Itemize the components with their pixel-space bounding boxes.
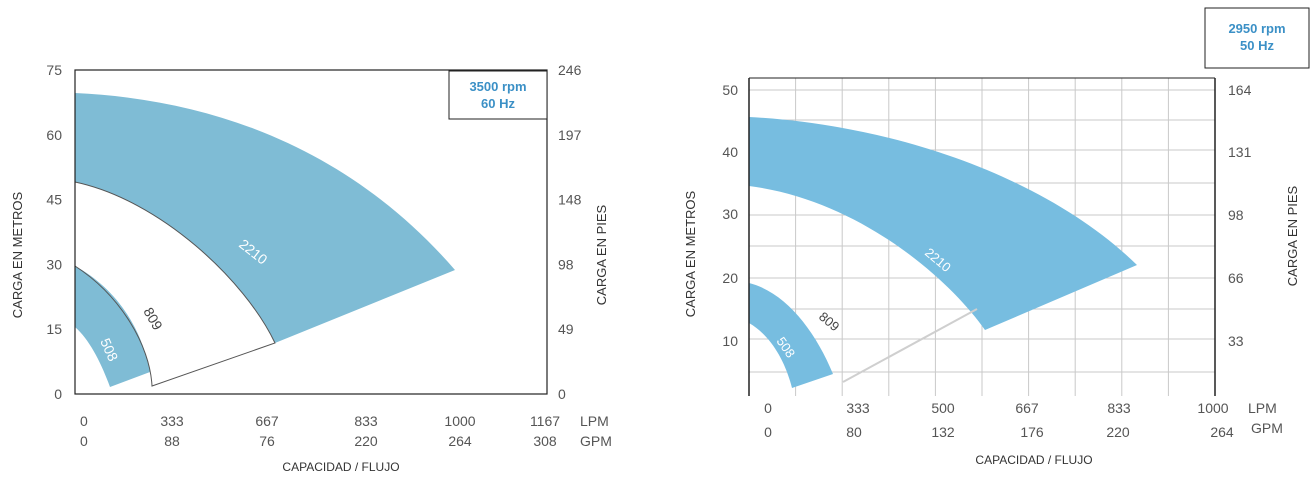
- xlabel: CAPACIDAD / FLUJO: [282, 460, 399, 474]
- curve-809: [842, 308, 978, 383]
- y-tick-label: 20: [722, 270, 738, 286]
- x-ticks-gpm: 0 88 76 220 264 308: [80, 433, 557, 449]
- curve-809: [74, 181, 276, 387]
- x-tick-label: 220: [354, 433, 378, 449]
- badge-rpm: 3500 rpm: [469, 79, 526, 94]
- x-tick-label: 0: [80, 413, 88, 429]
- y-tick-label: 40: [722, 144, 738, 160]
- x-tick-label: 500: [931, 400, 955, 416]
- y-tick-label: 30: [46, 256, 62, 272]
- speed-badge: [448, 70, 548, 120]
- region-508: [75, 266, 150, 387]
- y-tick-label: 98: [558, 256, 574, 272]
- y-tick-label: 0: [54, 386, 62, 402]
- ylabel-left: CARGA EN METROS: [10, 191, 25, 318]
- x-ticks-lpm: 0 333 667 833 1000 1167: [80, 413, 560, 429]
- x-tick-label: 0: [764, 424, 772, 440]
- x-tick-label: 667: [255, 413, 279, 429]
- y-tick-label: 49: [558, 321, 574, 337]
- x-tick-label: 833: [1107, 400, 1131, 416]
- x-tick-label: 0: [764, 400, 772, 416]
- y-tick-label: 33: [1228, 333, 1244, 349]
- region-508: [749, 283, 833, 388]
- y-tick-label: 10: [722, 333, 738, 349]
- x-tick-label: 1000: [1197, 400, 1228, 416]
- x-tick-label: 264: [448, 433, 472, 449]
- xlabel: CAPACIDAD / FLUJO: [975, 453, 1092, 467]
- y-tick-label: 0: [558, 386, 566, 402]
- x-ticks-gpm: 0 80 132 176 220 264: [764, 424, 1234, 440]
- x-unit-lpm: LPM: [1248, 400, 1277, 416]
- x-unit-lpm: LPM: [580, 413, 609, 429]
- y-tick-label: 98: [1228, 207, 1244, 223]
- x-tick-label: 667: [1015, 400, 1039, 416]
- x-tick-label: 264: [1210, 424, 1234, 440]
- x-tick-label: 0: [80, 433, 88, 449]
- x-ticks-lpm: 0 333 500 667 833 1000: [764, 400, 1229, 416]
- y-tick-label: 60: [46, 127, 62, 143]
- x-tick-label: 308: [533, 433, 557, 449]
- x-tick-label: 132: [931, 424, 955, 440]
- plot-frame: [74, 69, 548, 395]
- x-tick-label: 220: [1106, 424, 1130, 440]
- y-tick-label: 246: [558, 62, 582, 78]
- y-tick-label: 30: [722, 206, 738, 222]
- speed-badge: [1204, 7, 1310, 69]
- region-2210: [75, 93, 455, 343]
- chart-3500rpm: 3500 rpm 60 Hz 2210 809 508 01530456075 …: [10, 62, 612, 474]
- ylabel-right: CARGA EN PIES: [594, 204, 609, 305]
- y-tick-label: 164: [1228, 82, 1252, 98]
- y-tick-label: 131: [1228, 144, 1252, 160]
- x-tick-label: 1167: [530, 413, 560, 429]
- y-tick-label: 75: [46, 62, 62, 78]
- y-ticks-right: 0 49 98 148 197 246: [558, 62, 582, 402]
- x-unit-gpm: GPM: [1251, 420, 1283, 436]
- x-tick-label: 333: [160, 413, 184, 429]
- y-ticks-left: 0 15 30 45 60 75: [46, 62, 62, 402]
- series-label-809: 809: [140, 305, 166, 333]
- x-unit-gpm: GPM: [580, 433, 612, 449]
- ylabel-left: CARGA EN METROS: [683, 190, 698, 317]
- y-tick-label: 197: [558, 127, 582, 143]
- badge-hz: 50 Hz: [1240, 38, 1274, 53]
- x-tick-label: 833: [354, 413, 378, 429]
- x-tick-label: 76: [259, 433, 275, 449]
- badge-hz: 60 Hz: [481, 96, 515, 111]
- y-tick-label: 45: [46, 192, 62, 208]
- y-ticks-right: 33 66 98 131 164: [1228, 82, 1252, 349]
- badge-rpm: 2950 rpm: [1228, 21, 1285, 36]
- series-label-809: 809: [816, 309, 842, 334]
- x-tick-label: 1000: [444, 413, 475, 429]
- y-ticks-left: 10 20 30 40 50: [722, 82, 738, 349]
- y-tick-label: 148: [558, 192, 582, 208]
- ylabel-right: CARGA EN PIES: [1285, 185, 1300, 286]
- x-tick-label: 176: [1020, 424, 1044, 440]
- x-tick-label: 88: [164, 433, 180, 449]
- y-tick-label: 50: [722, 82, 738, 98]
- x-tick-label: 333: [846, 400, 870, 416]
- region-2210: [749, 117, 1137, 330]
- x-tick-label: 80: [846, 424, 862, 440]
- y-tick-label: 15: [46, 321, 62, 337]
- y-tick-label: 66: [1228, 270, 1244, 286]
